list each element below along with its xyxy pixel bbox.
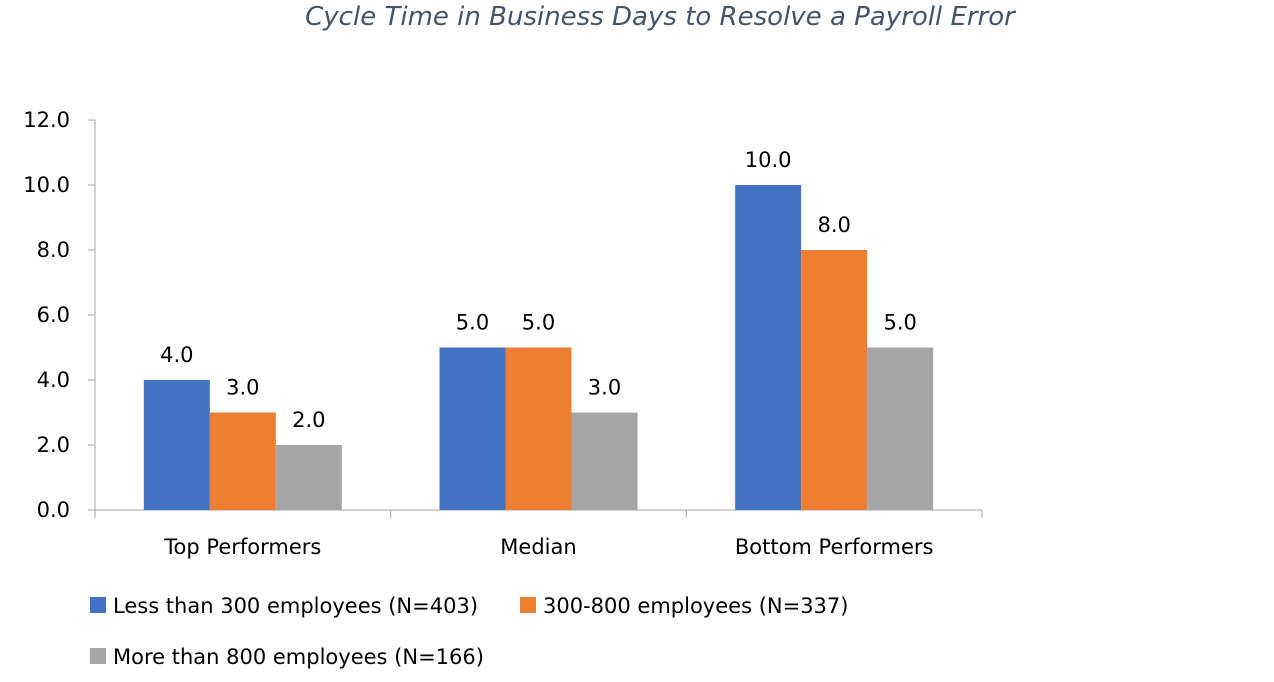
chart-title: Cycle Time in Business Days to Resolve a…: [305, 2, 1017, 32]
data-label-bottom-performers-series-3: 5.0: [883, 311, 916, 335]
bar-bottom-performers-series-1: [735, 185, 802, 510]
y-tick-label: 12.0: [23, 108, 70, 132]
bar-bottom-performers-series-3: [867, 347, 934, 510]
bar-median-series-1: [439, 347, 506, 510]
data-label-top-performers-series-1: 4.0: [160, 343, 193, 367]
y-axis: 0.0 2.0 4.0 6.0 8.0 10.0 12.0: [23, 108, 96, 522]
legend-swatch: [520, 597, 536, 613]
y-tick-label: 0.0: [37, 498, 70, 522]
bar-median-series-2: [505, 347, 572, 510]
data-label-bottom-performers-series-1: 10.0: [745, 148, 792, 172]
data-label-top-performers-series-3: 2.0: [292, 408, 325, 432]
data-label-top-performers-series-2: 3.0: [226, 376, 259, 400]
category-label-median: Median: [500, 535, 576, 559]
bar-top-performers-series-3: [275, 445, 342, 510]
legend: Less than 300 employees (N=403) 300-800 e…: [90, 594, 848, 669]
legend-label: Less than 300 employees (N=403): [113, 594, 478, 618]
legend-item-series-3: More than 800 employees (N=166): [90, 645, 484, 669]
category-label-bottom-performers: Bottom Performers: [735, 535, 934, 559]
data-labels: 4.0 3.0 2.0 5.0 5.0 3.0 10.0 8.0 5.0: [160, 148, 917, 432]
data-label-median-series-1: 5.0: [456, 311, 489, 335]
data-label-median-series-2: 5.0: [522, 311, 555, 335]
bars: [143, 185, 934, 510]
bar-bottom-performers-series-2: [801, 250, 868, 510]
bar-top-performers-series-1: [143, 380, 210, 510]
category-label-top-performers: Top Performers: [163, 535, 321, 559]
y-tick-label: 6.0: [37, 303, 70, 327]
legend-swatch: [90, 648, 106, 664]
legend-item-series-2: 300-800 employees (N=337): [520, 594, 848, 618]
legend-item-series-1: Less than 300 employees (N=403): [90, 594, 478, 618]
y-tick-label: 10.0: [23, 173, 70, 197]
legend-label: More than 800 employees (N=166): [113, 645, 484, 669]
legend-label: 300-800 employees (N=337): [543, 594, 848, 618]
y-tick-label: 2.0: [37, 433, 70, 457]
y-tick-label: 4.0: [37, 368, 70, 392]
x-axis: Top Performers Median Bottom Performers: [94, 509, 983, 559]
data-label-median-series-3: 3.0: [588, 376, 621, 400]
bar-top-performers-series-2: [209, 412, 276, 510]
y-tick-label: 8.0: [37, 238, 70, 262]
bar-median-series-3: [571, 412, 638, 510]
legend-swatch: [90, 597, 106, 613]
data-label-bottom-performers-series-2: 8.0: [817, 213, 850, 237]
